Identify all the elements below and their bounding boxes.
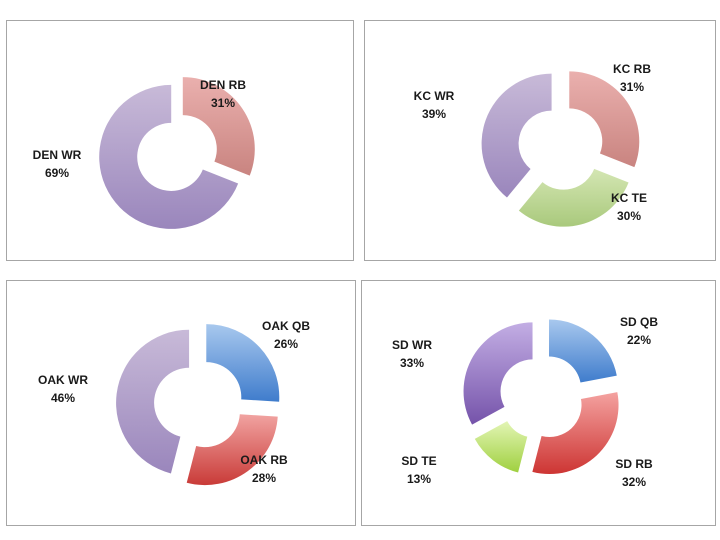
label-den-rb: DEN RB bbox=[200, 78, 246, 92]
slice-sd-rb bbox=[532, 392, 619, 475]
kc-doughnut-chart: KC RB 31% KC TE 30% KC WR 39% bbox=[414, 62, 651, 227]
percent-oak-rb: 28% bbox=[252, 471, 276, 485]
percent-oak-wr: 46% bbox=[51, 391, 75, 405]
percent-oak-qb: 26% bbox=[274, 337, 298, 351]
label-sd-qb: SD QB bbox=[620, 315, 658, 329]
slice-oak-rb bbox=[186, 414, 278, 486]
sd-doughnut-chart: SD QB 22% SD RB 32% SD TE 13% SD WR 33% bbox=[392, 315, 658, 489]
label-oak-qb: OAK QB bbox=[262, 319, 310, 333]
label-kc-te: KC TE bbox=[611, 191, 647, 205]
slice-den-rb bbox=[182, 77, 255, 176]
percent-den-wr: 69% bbox=[45, 166, 69, 180]
label-oak-wr: OAK WR bbox=[38, 373, 88, 387]
label-den-wr: DEN WR bbox=[33, 148, 82, 162]
percent-kc-rb: 31% bbox=[620, 80, 644, 94]
slice-den-wr bbox=[99, 84, 239, 229]
chart-panel-den: DEN RB 31% DEN WR 69% bbox=[6, 20, 354, 261]
slice-oak-wr bbox=[116, 329, 190, 474]
slice-kc-wr bbox=[481, 73, 552, 198]
chart-panel-oak: OAK QB 26% OAK RB 28% OAK WR 46% bbox=[6, 280, 356, 526]
slice-sd-qb bbox=[549, 319, 617, 383]
label-sd-rb: SD RB bbox=[615, 457, 653, 471]
slice-kc-rb bbox=[569, 71, 640, 168]
label-kc-rb: KC RB bbox=[613, 62, 651, 76]
oak-doughnut-chart: OAK QB 26% OAK RB 28% OAK WR 46% bbox=[38, 319, 310, 486]
den-doughnut-chart: DEN RB 31% DEN WR 69% bbox=[33, 77, 255, 229]
percent-sd-te: 13% bbox=[407, 472, 431, 486]
slice-kc-te bbox=[518, 168, 629, 227]
slice-sd-wr bbox=[463, 322, 533, 425]
slice-sd-te bbox=[474, 421, 528, 473]
percent-kc-wr: 39% bbox=[422, 107, 446, 121]
slice-oak-qb bbox=[206, 324, 280, 402]
label-kc-wr: KC WR bbox=[414, 89, 455, 103]
label-oak-rb: OAK RB bbox=[240, 453, 288, 467]
percent-kc-te: 30% bbox=[617, 209, 641, 223]
percent-sd-rb: 32% bbox=[622, 475, 646, 489]
percent-den-rb: 31% bbox=[211, 96, 235, 110]
chart-panel-sd: SD QB 22% SD RB 32% SD TE 13% SD WR 33% bbox=[361, 280, 716, 526]
label-sd-te: SD TE bbox=[401, 454, 436, 468]
label-sd-wr: SD WR bbox=[392, 338, 432, 352]
percent-sd-qb: 22% bbox=[627, 333, 651, 347]
chart-panel-kc: KC RB 31% KC TE 30% KC WR 39% bbox=[364, 20, 716, 261]
percent-sd-wr: 33% bbox=[400, 356, 424, 370]
